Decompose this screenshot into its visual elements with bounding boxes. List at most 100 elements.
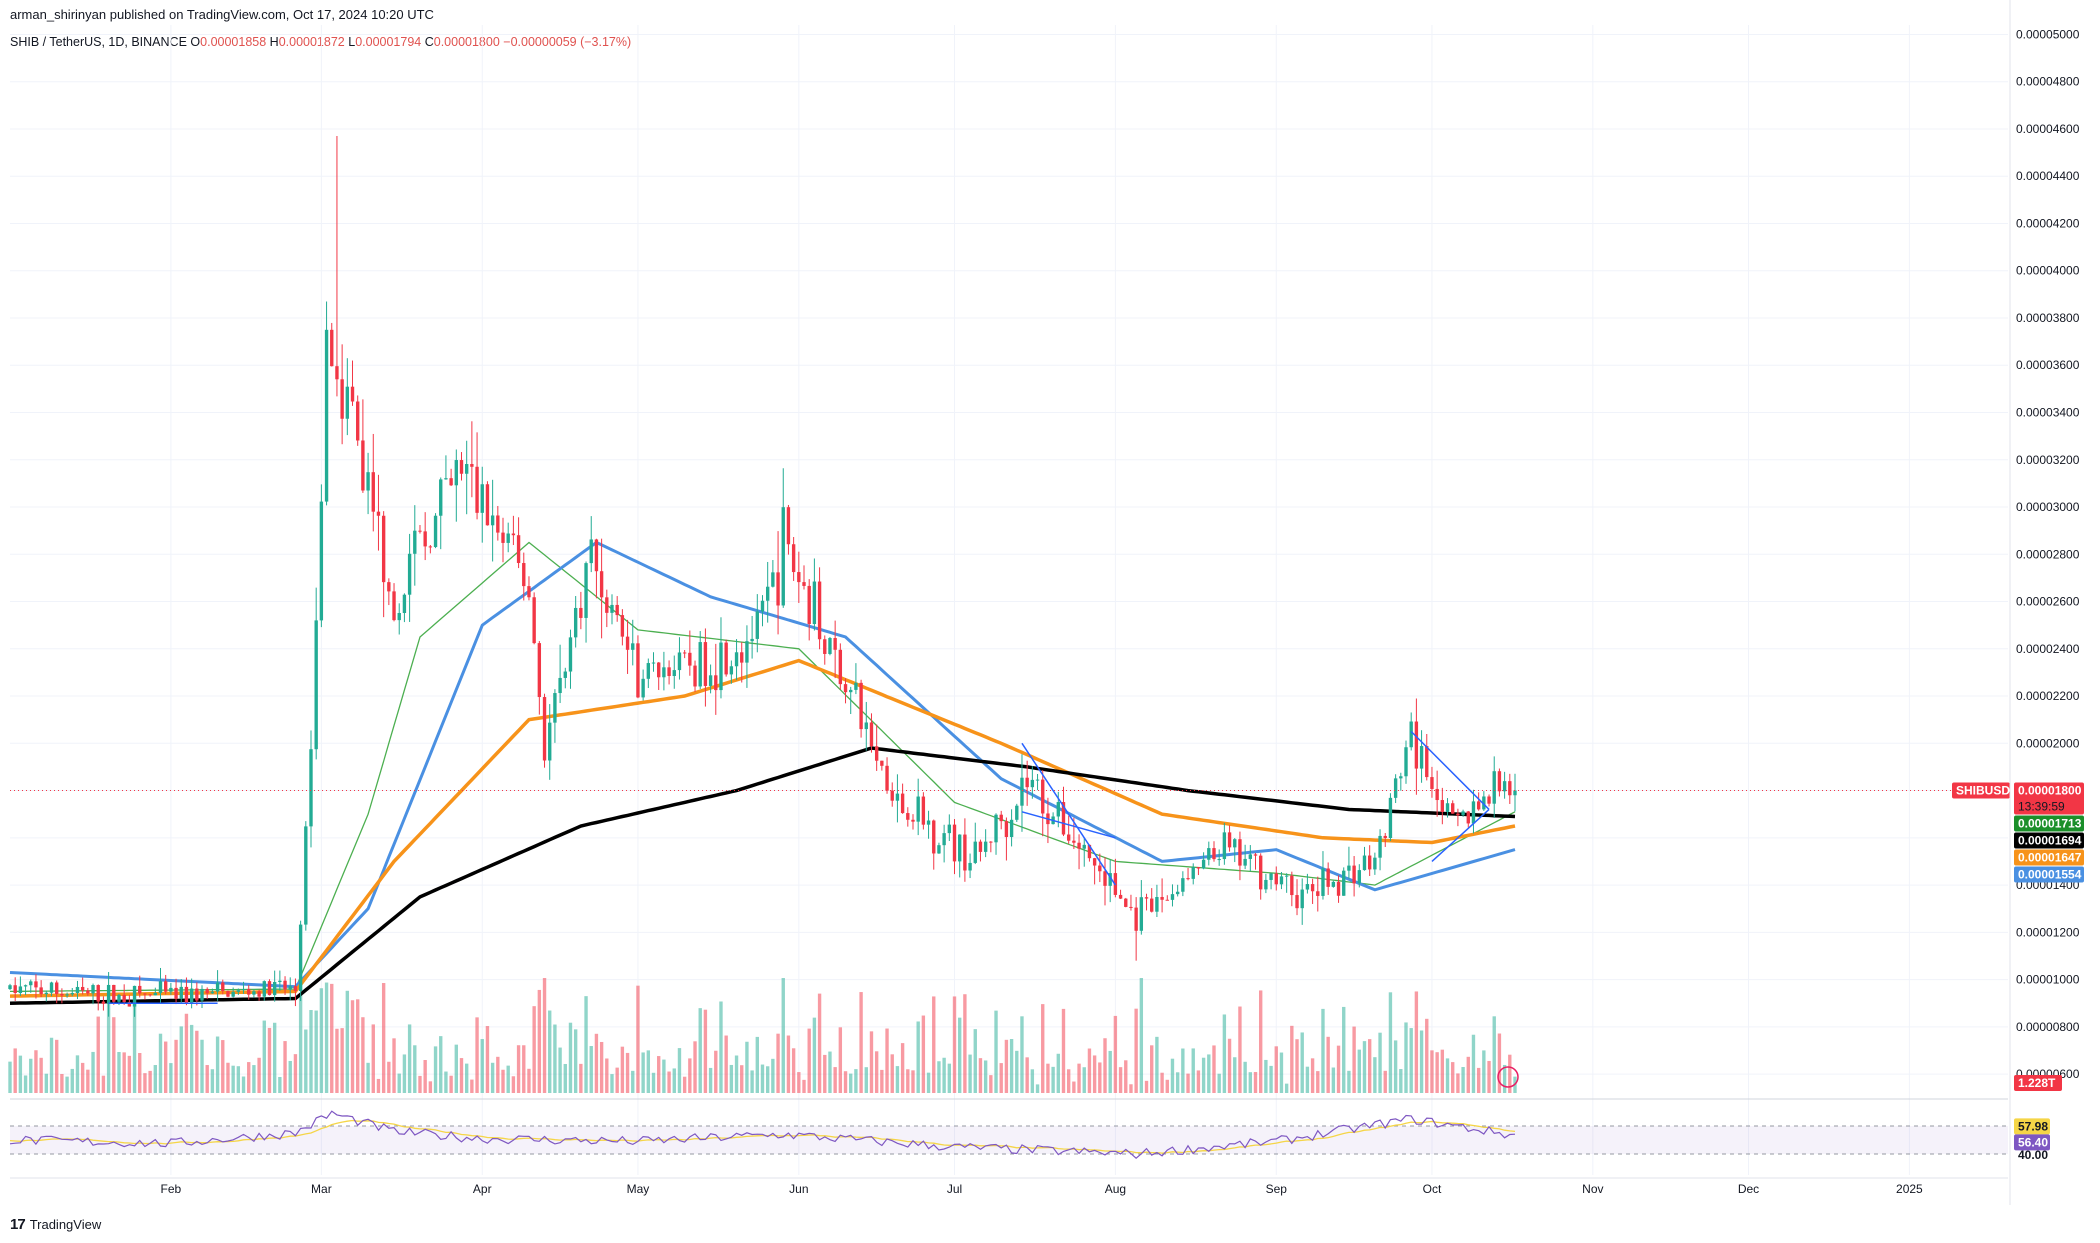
candle-body xyxy=(667,667,671,677)
candle-body xyxy=(1347,865,1351,871)
candle-body xyxy=(350,386,355,402)
volume-bar xyxy=(1378,1032,1382,1093)
candle-body xyxy=(1290,875,1294,896)
candle-body xyxy=(371,472,375,512)
volume-bar xyxy=(745,1041,749,1093)
candle-body xyxy=(983,841,988,852)
candle-body xyxy=(776,572,780,606)
volume-bar xyxy=(1456,1073,1460,1093)
candle-body xyxy=(387,582,391,592)
candle-body xyxy=(34,981,38,988)
candle-body xyxy=(184,986,189,1004)
candle-body xyxy=(1004,821,1009,838)
y-tick-label: 0.00002000 xyxy=(2016,736,2080,750)
candle-body xyxy=(1284,875,1289,877)
volume-bar xyxy=(932,996,936,1093)
x-tick-label: Aug xyxy=(1105,1182,1126,1196)
volume-bar xyxy=(849,1073,853,1093)
candle-body xyxy=(1243,858,1247,866)
volume-bar xyxy=(153,1065,157,1093)
volume-bar xyxy=(589,1046,593,1093)
candle-body xyxy=(1492,771,1496,804)
volume-bar xyxy=(402,1054,407,1093)
candle-body xyxy=(1378,835,1382,858)
volume-bar xyxy=(1009,1039,1014,1093)
candle-body xyxy=(791,544,796,573)
candle-body xyxy=(444,478,448,480)
volume-bar xyxy=(283,1041,287,1093)
volume-bar xyxy=(1025,1057,1029,1093)
candle-body xyxy=(1009,819,1014,838)
volume-bar xyxy=(1362,1041,1367,1093)
volume-bar xyxy=(1279,1052,1284,1093)
symbol-label[interactable]: SHIB / TetherUS, 1D, BINANCE xyxy=(10,35,187,49)
rsi-tag-text: 40.00 xyxy=(2018,1148,2048,1162)
candle-body xyxy=(1196,867,1201,869)
candle-body xyxy=(989,841,993,843)
candle-body xyxy=(651,662,656,664)
volume-bar xyxy=(568,1022,573,1093)
candle-body xyxy=(688,652,692,666)
rsi-tag xyxy=(2014,1134,2050,1151)
volume-bar xyxy=(859,992,863,1093)
candle-body xyxy=(1466,811,1470,824)
volume-bar xyxy=(485,1026,490,1093)
candle-body xyxy=(511,533,516,536)
volume-bar xyxy=(1035,1084,1040,1093)
volume-bar xyxy=(1201,1057,1206,1093)
volume-bar xyxy=(667,1071,671,1093)
candle-body xyxy=(1056,802,1060,817)
candle-body xyxy=(911,819,915,822)
volume-bar xyxy=(771,1058,775,1093)
volume-bar xyxy=(1004,1039,1009,1093)
candle-body xyxy=(397,613,401,621)
volume-bar xyxy=(1487,1060,1491,1093)
volume-bar xyxy=(1326,1036,1330,1093)
volume-bar xyxy=(1222,1014,1227,1093)
volume-bar xyxy=(1191,1048,1195,1093)
volume-bar xyxy=(215,1036,220,1093)
x-tick-label: May xyxy=(627,1182,650,1196)
volume-bar xyxy=(672,1068,676,1093)
volume-bar xyxy=(29,1058,33,1093)
volume-bar xyxy=(532,1006,536,1093)
volume-bar xyxy=(1150,1045,1154,1093)
volume-bar xyxy=(200,1039,204,1093)
volume-bar xyxy=(262,1020,266,1093)
volume-bar xyxy=(319,988,324,1093)
candle-body xyxy=(70,992,74,995)
candle-body xyxy=(605,597,609,613)
candle-body xyxy=(1404,747,1408,777)
volume-bar xyxy=(1471,1034,1476,1093)
x-tick-label: Nov xyxy=(1582,1182,1603,1196)
volume-bar xyxy=(677,1048,682,1093)
volume-bar xyxy=(906,1069,910,1093)
candle-body xyxy=(682,652,687,654)
candle-body xyxy=(18,986,23,994)
candle-body xyxy=(864,722,868,730)
candle-body xyxy=(1476,801,1481,810)
candle-body xyxy=(86,990,90,994)
candle-body xyxy=(1103,871,1107,886)
candle-body xyxy=(1082,844,1086,849)
volume-bar xyxy=(765,1066,770,1093)
candle-body xyxy=(937,845,941,854)
candle-body xyxy=(340,379,344,419)
volume-bar xyxy=(247,1062,251,1093)
candle-body xyxy=(1487,796,1491,804)
candle-body xyxy=(895,793,900,801)
volume-bar xyxy=(662,1059,666,1093)
volume-bar xyxy=(1041,1004,1045,1093)
y-tick-label: 0.00004000 xyxy=(2016,264,2080,278)
candle-body xyxy=(833,638,837,650)
candle-body xyxy=(428,546,433,548)
candle-body xyxy=(579,607,583,618)
volume-bar xyxy=(869,1031,874,1093)
volume-bar xyxy=(1233,1057,1237,1093)
volume-bar xyxy=(174,1039,178,1093)
candle-body xyxy=(522,563,526,587)
volume-bar xyxy=(1087,1048,1092,1093)
price-tag xyxy=(2014,832,2084,849)
y-tick-label: 0.00004400 xyxy=(2016,169,2080,183)
